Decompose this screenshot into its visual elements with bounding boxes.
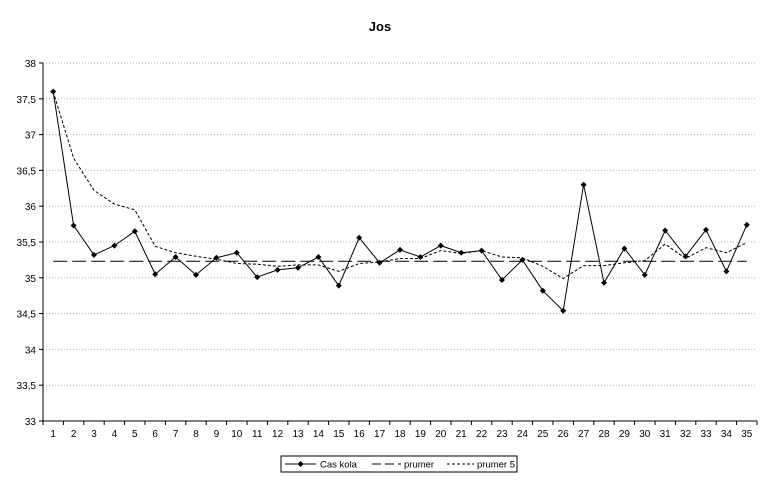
- data-point: [131, 228, 138, 235]
- x-tick-label: 22: [476, 429, 488, 440]
- x-tick-label: 4: [112, 429, 118, 440]
- x-tick-label: 17: [374, 429, 386, 440]
- x-tick-label: 35: [741, 429, 753, 440]
- y-tick-label: 37: [25, 131, 37, 142]
- data-point: [50, 88, 57, 95]
- y-tick-label: 33: [25, 417, 37, 428]
- x-tick-label: 33: [700, 429, 712, 440]
- data-point: [682, 253, 689, 260]
- x-tick-label: 34: [721, 429, 733, 440]
- x-tick-label: 13: [292, 429, 304, 440]
- data-point: [335, 282, 342, 289]
- data-point: [172, 254, 179, 261]
- legend-label: prumer 5: [477, 460, 515, 471]
- data-point: [662, 227, 669, 234]
- data-point: [356, 234, 363, 241]
- data-point: [233, 249, 240, 256]
- data-point: [111, 242, 118, 249]
- data-point: [152, 271, 159, 278]
- x-tick-label: 14: [313, 429, 325, 440]
- data-point: [621, 245, 628, 252]
- x-tick-label: 12: [272, 429, 284, 440]
- chart-title: Jos: [369, 19, 391, 34]
- x-tick-label: 5: [132, 429, 138, 440]
- x-tick-label: 8: [193, 429, 199, 440]
- x-tick-label: 27: [578, 429, 590, 440]
- y-tick-label: 33,5: [17, 381, 37, 392]
- x-tick-label: 2: [71, 429, 77, 440]
- data-point: [580, 181, 587, 188]
- data-point: [437, 242, 444, 249]
- y-tick-label: 34,5: [17, 310, 37, 321]
- x-tick-label: 15: [333, 429, 345, 440]
- x-tick-label: 6: [152, 429, 158, 440]
- y-tick-label: 35,5: [17, 238, 37, 249]
- x-tick-label: 3: [91, 429, 97, 440]
- x-tick-label: 26: [558, 429, 570, 440]
- x-tick-label: 29: [619, 429, 631, 440]
- series-prumer-5-line: [52, 91, 748, 280]
- x-tick-label: 20: [435, 429, 447, 440]
- data-point: [560, 307, 567, 314]
- y-tick-label: 35: [25, 274, 37, 285]
- y-tick-label: 36: [25, 202, 37, 213]
- x-tick-label: 32: [680, 429, 692, 440]
- y-tick-label: 37,5: [17, 95, 37, 106]
- legend-label: Cas kola: [320, 460, 358, 471]
- x-tick-label: 16: [354, 429, 366, 440]
- x-tick-label: 1: [50, 429, 56, 440]
- x-tick-label: 31: [660, 429, 672, 440]
- data-point: [499, 276, 505, 283]
- y-tick-label: 36,5: [17, 166, 37, 177]
- x-tick-label: 24: [517, 429, 529, 440]
- data-point: [539, 287, 546, 294]
- data-point: [703, 226, 709, 233]
- data-point: [91, 251, 97, 258]
- x-tick-label: 18: [394, 429, 406, 440]
- x-tick-label: 30: [639, 429, 651, 440]
- data-point: [743, 221, 750, 228]
- legend-marker: [297, 461, 304, 467]
- data-point: [397, 246, 403, 253]
- data-point: [254, 274, 261, 281]
- data-point: [295, 264, 301, 271]
- data-point: [478, 247, 485, 254]
- legend: Cas kola prumer prumer 5: [280, 455, 518, 473]
- x-tick-label: 21: [456, 429, 468, 440]
- data-point: [601, 279, 607, 286]
- data-point: [417, 254, 424, 261]
- x-tick-label: 19: [415, 429, 427, 440]
- data-point: [376, 259, 383, 266]
- y-tick-label: 34: [25, 345, 37, 356]
- data-point: [70, 222, 77, 229]
- x-tick-label: 25: [537, 429, 549, 440]
- x-tick-label: 28: [598, 429, 610, 440]
- x-tick-label: 23: [496, 429, 508, 440]
- data-point: [519, 256, 526, 263]
- data-point: [274, 266, 281, 273]
- x-tick-label: 10: [231, 429, 243, 440]
- data-point: [213, 254, 220, 261]
- x-tick-label: 9: [214, 429, 220, 440]
- data-point: [723, 268, 730, 275]
- data-point: [641, 271, 648, 278]
- x-tick-label: 7: [173, 429, 179, 440]
- data-point: [458, 249, 465, 256]
- y-tick-label: 38: [25, 59, 37, 70]
- legend-label: prumer: [404, 460, 434, 471]
- data-point: [315, 254, 322, 261]
- x-tick-label: 11: [252, 429, 263, 440]
- data-point: [193, 271, 199, 278]
